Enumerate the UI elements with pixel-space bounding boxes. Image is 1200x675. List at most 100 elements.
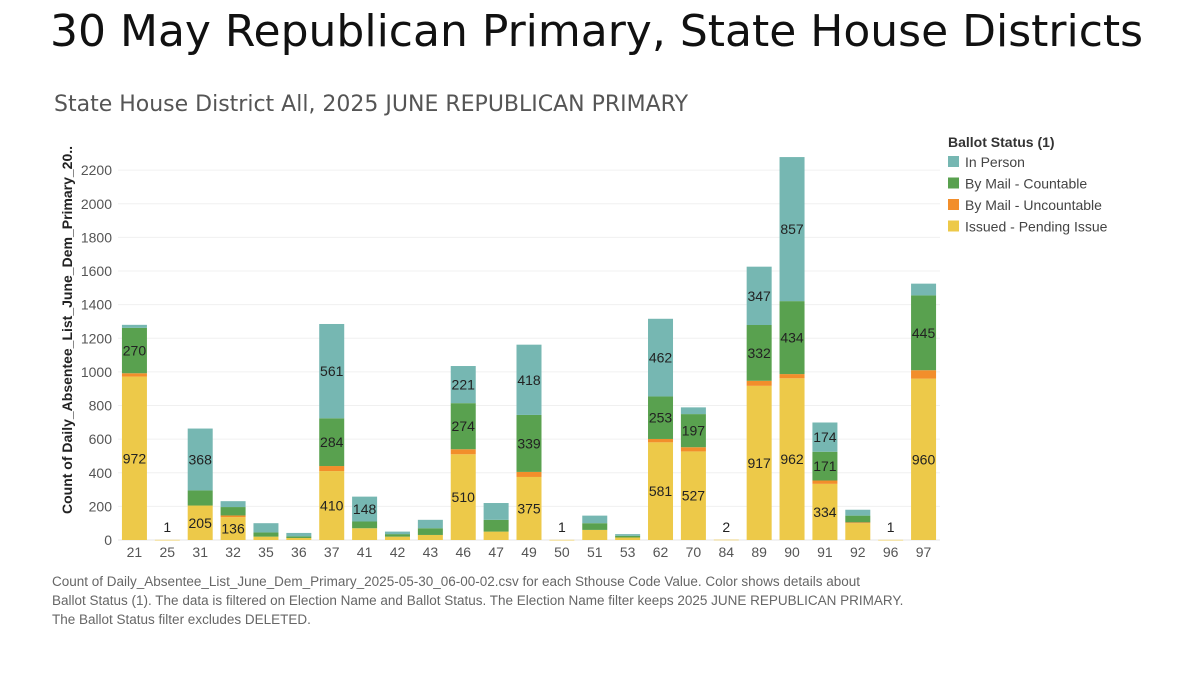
legend-label: In Person <box>965 154 1025 170</box>
data-label: 510 <box>452 489 476 505</box>
legend-swatch <box>948 220 959 232</box>
legend-title: Ballot Status (1) <box>948 134 1055 150</box>
bar-segment <box>187 505 213 540</box>
x-tick-label: 91 <box>817 544 833 560</box>
x-tick-label: 35 <box>258 544 274 560</box>
legend-label: By Mail - Uncountable <box>965 197 1102 213</box>
bar-segment <box>384 536 410 540</box>
bar-segment <box>352 496 378 522</box>
y-tick-label: 2200 <box>81 162 112 178</box>
bar-segment <box>746 385 772 540</box>
data-label: 1 <box>558 519 566 535</box>
bar-segment <box>319 471 345 540</box>
bar-segment <box>384 534 410 537</box>
x-tick-label: 41 <box>357 544 373 560</box>
legend-swatch <box>948 177 959 189</box>
bar-segment <box>483 531 509 540</box>
bar-segment <box>286 537 312 540</box>
x-tick-label: 37 <box>324 544 340 560</box>
bar-segment <box>582 515 608 524</box>
bar-segment <box>516 344 542 415</box>
x-tick-label: 21 <box>127 544 143 560</box>
bar-segment <box>911 378 937 540</box>
bar-segment <box>286 536 312 538</box>
bar-segment <box>483 503 509 520</box>
data-label: 174 <box>813 429 837 445</box>
bar-segment <box>121 327 147 374</box>
data-label: 857 <box>780 221 804 237</box>
data-label: 253 <box>649 410 673 426</box>
data-label: 368 <box>189 451 213 467</box>
bar-segment <box>746 380 772 386</box>
bar-segment <box>779 157 805 302</box>
data-label: 917 <box>747 455 771 471</box>
bar-segment <box>516 476 542 540</box>
data-label: 962 <box>780 451 804 467</box>
x-tick-label: 96 <box>883 544 899 560</box>
bar-segment <box>615 535 641 538</box>
bar-segment <box>121 373 147 377</box>
bar-segment <box>450 454 476 540</box>
bar-segment <box>615 534 641 536</box>
data-label: 171 <box>813 458 837 474</box>
bar-segment <box>845 509 871 516</box>
x-tick-label: 97 <box>916 544 932 560</box>
x-tick-label: 62 <box>653 544 669 560</box>
x-tick-label: 89 <box>751 544 767 560</box>
bar-segment <box>121 324 147 328</box>
bar-segment <box>582 529 608 540</box>
footnote-line-3: The Ballot Status filter excludes DELETE… <box>52 612 311 627</box>
y-tick-label: 1000 <box>81 364 112 380</box>
bar-segment <box>615 537 641 540</box>
data-label: 445 <box>912 325 936 341</box>
y-tick-label: 600 <box>89 431 113 447</box>
bar-segment <box>417 534 443 540</box>
y-tick-label: 0 <box>104 532 112 548</box>
bar-segment <box>319 418 345 467</box>
bar-segment <box>253 532 279 537</box>
bar-segment <box>779 374 805 379</box>
bar-segment <box>680 414 706 448</box>
bar-segment <box>911 283 937 296</box>
x-tick-label: 43 <box>423 544 439 560</box>
bar-segment <box>713 539 739 541</box>
data-label: 347 <box>747 288 771 304</box>
bar-segment <box>812 451 838 481</box>
y-tick-label: 400 <box>89 465 113 481</box>
bar-segment <box>253 523 279 533</box>
data-label: 410 <box>320 498 344 514</box>
bar-segment <box>516 471 542 477</box>
y-axis-label: Count of Daily_Absentee_List_June_Dem_Pr… <box>59 146 75 514</box>
chart-footnote: Count of Daily_Absentee_List_June_Dem_Pr… <box>52 572 952 629</box>
bar-segment <box>549 539 575 541</box>
legend-label: Issued - Pending Issue <box>965 219 1108 235</box>
bar-segment <box>417 519 443 529</box>
bar-segment <box>878 539 904 541</box>
bar-segment <box>319 466 345 472</box>
bar-segment <box>648 442 674 540</box>
x-tick-label: 32 <box>225 544 241 560</box>
bar-segment <box>286 532 312 537</box>
x-tick-label: 31 <box>192 544 208 560</box>
data-label: 1 <box>887 519 895 535</box>
bar-segment <box>779 378 805 540</box>
data-label: 221 <box>452 377 476 393</box>
data-label: 270 <box>123 343 147 359</box>
bar-segment <box>812 480 838 484</box>
data-label: 972 <box>123 450 147 466</box>
data-label: 2 <box>722 519 730 535</box>
legend-swatch <box>948 156 959 167</box>
x-tick-label: 49 <box>521 544 537 560</box>
data-label: 1 <box>163 519 171 535</box>
bar-segment <box>417 528 443 535</box>
bar-segment <box>648 396 674 439</box>
bar-segment <box>812 422 838 452</box>
data-label: 462 <box>649 350 673 366</box>
y-tick-label: 1400 <box>81 297 112 313</box>
bar-segment <box>680 451 706 540</box>
x-tick-label: 53 <box>620 544 636 560</box>
y-tick-label: 200 <box>89 498 113 514</box>
bar-segment <box>220 515 246 518</box>
x-tick-label: 90 <box>784 544 800 560</box>
